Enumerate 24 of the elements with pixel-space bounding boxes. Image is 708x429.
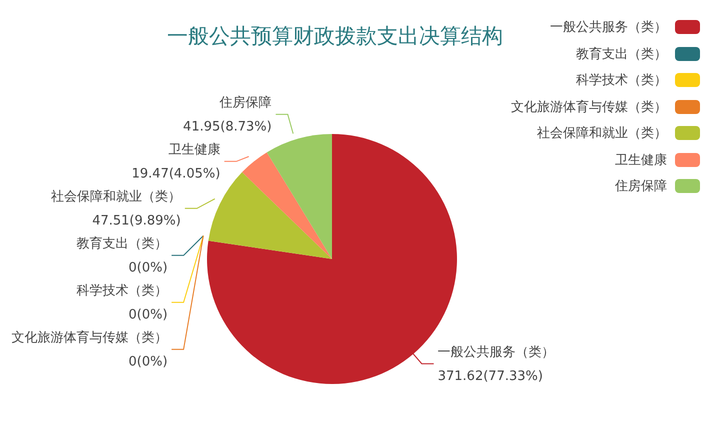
text: 0(0%) — [128, 307, 168, 322]
legend-label: 卫生健康 — [615, 152, 667, 169]
legend-label: 科学技术（类） — [576, 72, 667, 90]
legend-label: 教育支出（类） — [76, 235, 168, 252]
category-label: 科学技术（类） — [76, 283, 168, 298]
slice-label: 卫生健康 — [168, 142, 220, 158]
data-label: 19.47(4.05%) — [132, 166, 220, 182]
pie-slice — [266, 134, 332, 259]
slice-label: 一般公共服务（类） — [438, 344, 555, 360]
data-label: 41.95(8.73%) — [183, 119, 272, 134]
data-label: 371.62(77.33%) — [438, 368, 543, 384]
category-label: 文化旅游体育与传媒（类） — [12, 330, 168, 346]
slice-label: 社会保障和就业（类） — [50, 189, 181, 204]
category-label: 教育支出（类） — [576, 46, 667, 62]
slice-label: 住房保障 — [218, 94, 272, 110]
legend-label: 住房保障 — [615, 178, 667, 196]
chart-title: 一般公共预算财政拨款支出决算结构 — [167, 24, 503, 48]
pie-slice — [242, 152, 332, 259]
legend-label: 一般公共服务（类） — [550, 19, 667, 36]
text: 0(0%) — [128, 260, 168, 276]
data-label: 47.51(9.89%) — [92, 213, 181, 228]
text: 0(0%) — [128, 354, 168, 370]
legend-label: 文化旅游体育与传媒（类） — [511, 98, 667, 116]
legend-label: 社会保障和就业（类） — [537, 125, 667, 142]
